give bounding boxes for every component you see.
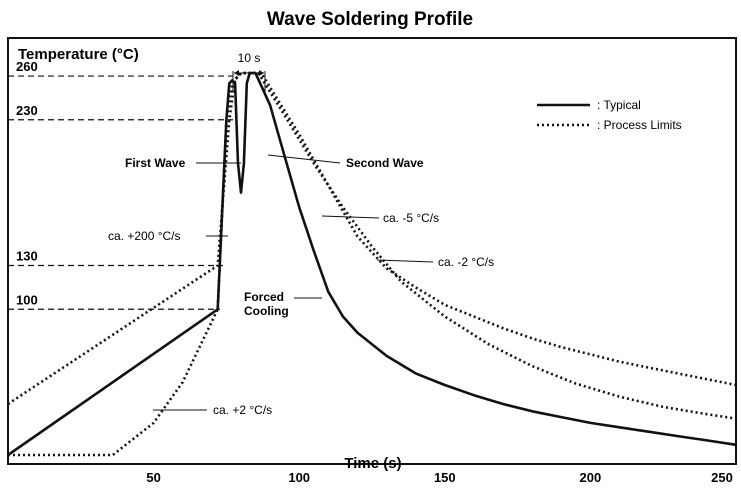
- y-tick-label: 100: [16, 292, 38, 307]
- annotations: 10 s First Wave Second Wave ca. +200 °C/…: [108, 51, 494, 417]
- rate-plus-200-label: ca. +200 °C/s: [108, 229, 181, 243]
- rate-minus-5-label: ca. -5 °C/s: [383, 211, 439, 225]
- rate-plus-2-label: ca. +2 °C/s: [213, 403, 272, 417]
- x-tick-label: 250: [711, 470, 733, 485]
- rate-minus-2-label: ca. -2 °C/s: [438, 255, 494, 269]
- rate-minus-2-leader: [376, 259, 434, 263]
- x-tick-label: 100: [288, 470, 310, 485]
- forced-cooling-label-line2: Cooling: [244, 304, 289, 318]
- x-tick-labels: 50 100 150 200 250: [146, 470, 732, 485]
- reference-lines: 260 230 130 100: [8, 59, 233, 310]
- y-tick-label: 130: [16, 249, 38, 264]
- plot-frame: [7, 37, 737, 465]
- series-line-0: [7, 71, 737, 457]
- legend-typical-label: : Typical: [597, 98, 641, 112]
- x-tick-label: 200: [580, 470, 602, 485]
- legend-process-limits-label: : Process Limits: [597, 118, 682, 132]
- ten-s-label: 10 s: [238, 51, 261, 65]
- second-wave-label: Second Wave: [346, 156, 424, 170]
- first-wave-label: First Wave: [125, 156, 186, 170]
- y-tick-label: 230: [16, 103, 38, 118]
- y-axis-title: Temperature (°C): [18, 46, 139, 63]
- legend: : Typical : Process Limits: [537, 98, 682, 132]
- rate-minus-5-leader: [321, 215, 380, 219]
- x-tick-label: 50: [146, 470, 160, 485]
- chart-title: Wave Soldering Profile: [267, 9, 473, 30]
- second-wave-leader: [267, 154, 341, 164]
- x-tick-label: 150: [434, 470, 456, 485]
- series-line-2: [8, 71, 737, 457]
- x-axis-title: Time (s): [344, 455, 401, 472]
- series-layer: [7, 71, 737, 457]
- y-tick-label: 260: [16, 59, 38, 74]
- forced-cooling-label-line1: Forced: [244, 290, 284, 304]
